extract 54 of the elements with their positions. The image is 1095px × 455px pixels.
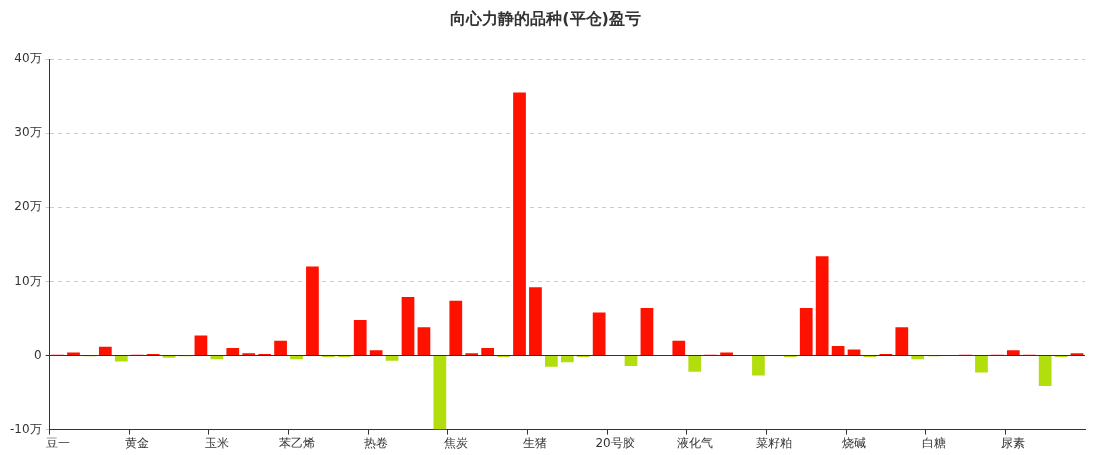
y-tick-label: 10万	[14, 273, 42, 288]
x-tick-label: 苯乙烯	[278, 435, 315, 450]
x-tick-label: 黄金	[125, 435, 150, 450]
bar	[592, 312, 606, 356]
bar	[274, 340, 287, 356]
bar	[369, 350, 383, 356]
x-tick-label: 玉米	[204, 435, 229, 450]
bar	[529, 287, 542, 356]
bar	[513, 92, 526, 356]
bar	[210, 356, 224, 360]
bar	[114, 356, 128, 362]
x-tick-label: 菜籽粕	[756, 435, 793, 450]
y-tick-label: 0	[33, 347, 42, 362]
y-tick-label: -10万	[9, 421, 42, 436]
bar	[752, 356, 765, 376]
bar	[640, 308, 654, 356]
bar	[433, 356, 447, 430]
bar	[449, 300, 463, 356]
bar	[911, 356, 925, 360]
bar	[290, 356, 303, 360]
y-tick-label: 20万	[14, 199, 42, 214]
bar	[545, 356, 558, 367]
bar	[1038, 356, 1052, 386]
bar	[353, 319, 367, 356]
y-tick-label: 30万	[14, 125, 42, 140]
x-tick-label: 热卷	[364, 435, 389, 450]
x-tick-label: 液化气	[676, 435, 713, 450]
x-tick-label: 焦炭	[443, 435, 468, 450]
bar	[672, 340, 686, 356]
bar	[975, 356, 988, 373]
x-tick-label: 20号胶	[595, 435, 635, 450]
bar	[624, 356, 638, 366]
bar	[1006, 350, 1020, 356]
bar	[688, 356, 702, 372]
bar	[831, 345, 845, 356]
bar	[226, 348, 240, 356]
x-tick-label: 豆一	[45, 435, 70, 450]
chart-title: 向心力静的品种(平仓)盈亏	[450, 8, 641, 28]
x-tick-label: 尿素	[1001, 435, 1026, 450]
bar	[417, 327, 431, 356]
bar	[799, 308, 813, 356]
x-tick-label: 烧碱	[842, 435, 867, 450]
bar	[895, 327, 909, 356]
bar	[481, 348, 495, 356]
x-tick-label: 白糖	[921, 435, 946, 450]
bar	[385, 356, 399, 361]
bar	[401, 297, 415, 356]
bar	[560, 356, 574, 363]
bar	[98, 346, 112, 356]
bar	[815, 256, 829, 356]
bar	[194, 335, 208, 356]
bar	[306, 266, 319, 356]
y-tick-label: 40万	[14, 51, 42, 66]
x-tick-label: 生猪	[523, 435, 548, 450]
